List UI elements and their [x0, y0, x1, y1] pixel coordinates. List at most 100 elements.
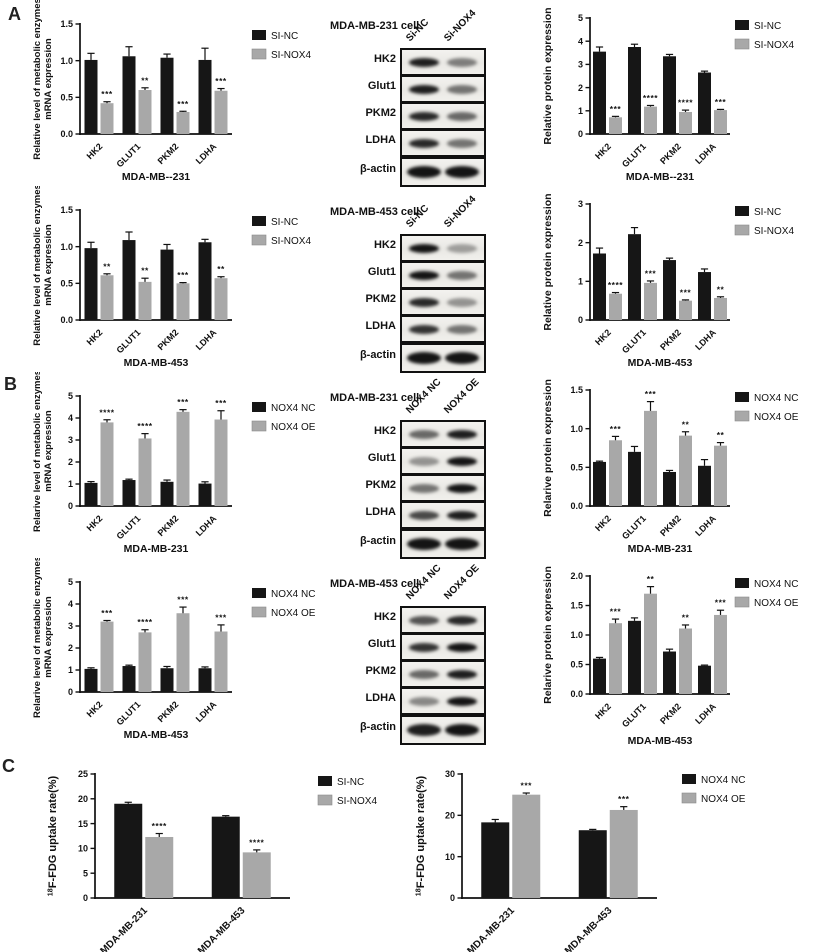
blot-band-box [400, 420, 486, 448]
svg-text:5: 5 [83, 868, 88, 878]
svg-text:25: 25 [78, 769, 88, 779]
protein-band [445, 166, 479, 178]
svg-text:2: 2 [578, 238, 583, 248]
svg-text:PKM2: PKM2 [156, 141, 181, 166]
svg-text:MDA-MB-453: MDA-MB-453 [124, 357, 189, 369]
blot-band-box [400, 234, 486, 262]
svg-text:MDA-MB--231: MDA-MB--231 [122, 171, 190, 183]
chart-mrna-mda-mb-231-si: 0.0 0.5 1.0 1.5 *** HK2 ** GLUT1 *** PKM2 *** LDHA M… [0, 0, 330, 186]
protein-band [409, 615, 439, 625]
svg-text:HK2: HK2 [85, 327, 105, 347]
svg-text:Relarive protein expression: Relarive protein expression [542, 379, 554, 517]
protein-band [447, 84, 477, 94]
svg-text:MDA-MB-231: MDA-MB-231 [628, 543, 693, 555]
svg-text:****: **** [137, 421, 152, 431]
svg-text:MDA-MB-231: MDA-MB-231 [98, 905, 150, 952]
blot-lane-header: Si-NC [404, 202, 432, 230]
svg-text:SI-NOX4: SI-NOX4 [337, 796, 377, 807]
blot-row-label: PKM2 [365, 107, 396, 119]
blot-row-label: PKM2 [365, 293, 396, 305]
blot-band-box [400, 48, 486, 76]
blot-row-label: Glut1 [367, 266, 396, 278]
svg-text:NOX4 NC: NOX4 NC [271, 403, 315, 414]
svg-text:***: *** [645, 389, 657, 399]
blot-band-box [400, 606, 486, 634]
svg-text:GLUT1: GLUT1 [114, 513, 142, 541]
svg-text:**: ** [647, 574, 655, 584]
svg-text:4: 4 [578, 36, 583, 46]
blot-row-label: LDHA [365, 134, 396, 146]
blot-row-label: HK2 [373, 239, 396, 251]
protein-band [447, 510, 477, 520]
protein-band [409, 270, 439, 280]
svg-text:20: 20 [78, 794, 88, 804]
svg-text:***: *** [177, 270, 189, 280]
svg-text:0: 0 [68, 687, 73, 697]
blot-row-label: LDHA [365, 320, 396, 332]
protein-band [447, 615, 477, 625]
protein-band [447, 483, 477, 493]
svg-text:****: **** [137, 617, 152, 627]
svg-text:0: 0 [83, 893, 88, 903]
blot-band-box [400, 315, 486, 343]
svg-text:MDA-MB-231: MDA-MB-231 [465, 905, 517, 952]
svg-text:mRNA expression: mRNA expression [43, 410, 54, 492]
blot-lane-header: Si-NC [404, 16, 432, 44]
svg-text:SI-NC: SI-NC [271, 31, 298, 42]
panel-b-label: B [4, 374, 17, 394]
blot-row-label: β-actin [359, 721, 396, 733]
svg-text:PKM2: PKM2 [156, 327, 181, 352]
svg-text:1: 1 [68, 479, 73, 489]
protein-band [447, 429, 477, 439]
blot-row-label: LDHA [365, 692, 396, 704]
svg-text:1.0: 1.0 [60, 56, 73, 66]
blot-band-box [400, 157, 486, 187]
svg-text:LDHA: LDHA [194, 327, 219, 352]
svg-text:1.5: 1.5 [570, 601, 583, 611]
svg-text:****: **** [643, 93, 658, 103]
svg-text:***: *** [715, 97, 727, 107]
chart-mrna-mda-mb-231-nox4: 0 1 2 3 4 5 **** HK2 **** GLUT1 *** PKM2 *** LDHA MDA-… [0, 370, 330, 558]
blot-row-label: LDHA [365, 506, 396, 518]
svg-text:Relative protein expression: Relative protein expression [542, 193, 554, 330]
svg-text:GLUT1: GLUT1 [114, 327, 142, 355]
svg-text:0.0: 0.0 [570, 689, 583, 699]
blot-band-box [400, 288, 486, 316]
svg-text:PKM2: PKM2 [156, 513, 181, 538]
svg-text:2: 2 [68, 457, 73, 467]
protein-band [447, 297, 477, 307]
protein-band [447, 138, 477, 148]
svg-text:**: ** [141, 75, 149, 85]
bar-chart-svg: 0.0 0.5 1.0 1.5 *** HK2 ** GLUT1 *** PKM2 *** LDHA M… [32, 0, 311, 183]
svg-text:SI-NOX4: SI-NOX4 [271, 236, 311, 247]
svg-text:MDA-MB-453: MDA-MB-453 [196, 905, 248, 952]
blot-band-box [400, 501, 486, 529]
bar-chart-svg: 0.0 0.5 1.0 1.5 2.0 *** HK2 ** GLUT1 ** PKM2 *** LDH… [542, 566, 799, 747]
blot-band-box [400, 261, 486, 289]
svg-text:mRNA expression: mRNA expression [43, 596, 54, 678]
svg-text:SI-NOX4: SI-NOX4 [754, 40, 794, 51]
svg-text:NOX4 NC: NOX4 NC [271, 589, 315, 600]
svg-text:SI-NC: SI-NC [754, 21, 781, 32]
svg-text:**: ** [103, 261, 111, 271]
svg-text:Relative level of metabolic en: Relative level of metabolic enzymes [32, 0, 43, 160]
blot-lane-header: NOX4 OE [442, 376, 482, 416]
protein-band [409, 483, 439, 493]
bar-chart-svg: 0 1 2 3 4 5 *** HK2 **** GLUT1 *** PKM2 *** LDHA MDA-M… [32, 556, 316, 741]
svg-text:2: 2 [578, 83, 583, 93]
svg-text:MDA-MB-453: MDA-MB-453 [628, 735, 693, 747]
svg-text:***: *** [610, 424, 622, 434]
panel-c-label: C [2, 756, 15, 776]
protein-band [407, 724, 441, 736]
svg-text:Relative level of metabolic en: Relative level of metabolic enzymes [32, 186, 43, 346]
row-b1: 0 1 2 3 4 5 **** HK2 **** GLUT1 *** PKM2 *** LDHA MDA-… [0, 370, 824, 559]
svg-text:***: *** [610, 607, 622, 617]
row-b2: 0 1 2 3 4 5 *** HK2 **** GLUT1 *** PKM2 *** LDHA MDA-M… [0, 556, 824, 750]
svg-text:mRNA expression: mRNA expression [43, 38, 54, 120]
svg-text:****: **** [99, 407, 114, 417]
svg-text:2.0: 2.0 [570, 571, 583, 581]
svg-text:NOX4 OE: NOX4 OE [701, 794, 746, 805]
blot-row-label: HK2 [373, 53, 396, 65]
svg-text:LDHA: LDHA [693, 701, 718, 726]
svg-text:****: **** [678, 98, 693, 108]
